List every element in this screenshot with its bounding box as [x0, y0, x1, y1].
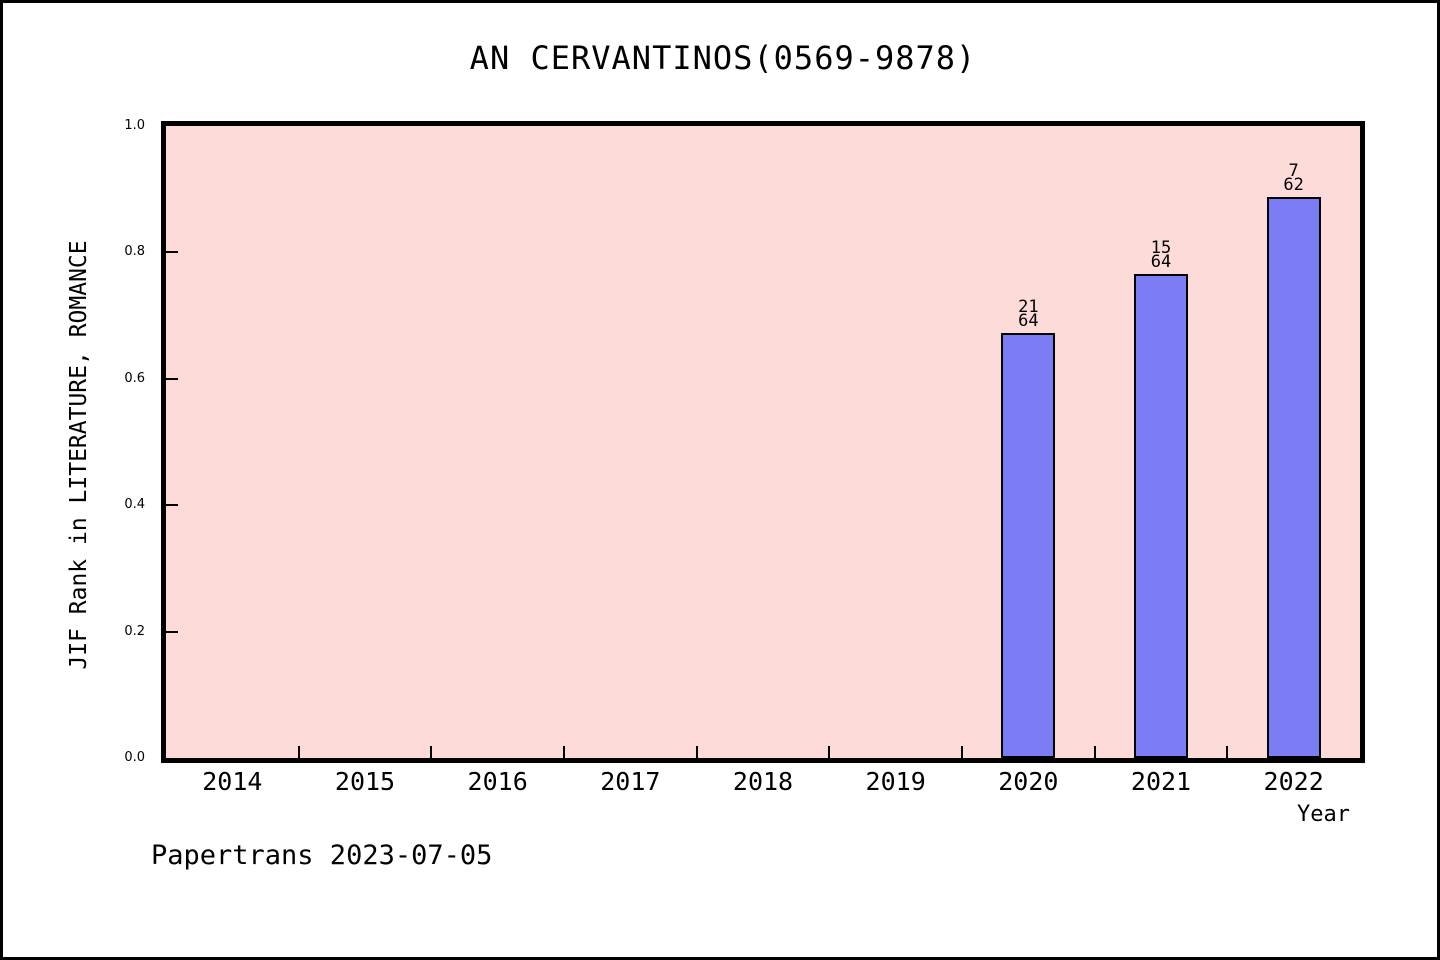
x-tick-label-2022: 2022 [1263, 767, 1324, 796]
y-tick-label: 0.4 [124, 497, 145, 513]
y-tick-mark [166, 251, 178, 254]
x-tick-mark [828, 746, 831, 758]
x-tick-label-2014: 2014 [202, 767, 263, 796]
y-tick-mark [166, 630, 178, 633]
y-axis-label: JIF Rank in LITERATURE, ROMANCE [66, 240, 92, 670]
bar-2021 [1134, 274, 1188, 758]
x-tick-label-2015: 2015 [334, 767, 396, 796]
y-tick-label: 0.2 [124, 623, 145, 639]
x-axis-label: Year [1297, 802, 1350, 827]
y-tick-label: 0.0 [124, 750, 145, 765]
x-tick-mark [1093, 746, 1096, 758]
bar-label-denominator: 64 [1018, 311, 1039, 331]
y-tick-label: 0.6 [124, 370, 145, 386]
footer-watermark: Papertrans 2023-07-05 [151, 840, 493, 871]
x-tick-mark [563, 746, 565, 758]
bar-label-denominator: 62 [1283, 175, 1304, 195]
y-tick-label: 1.0 [124, 118, 145, 133]
bar-label-numerator: 15 [1150, 238, 1172, 258]
x-tick-label-2021: 2021 [1130, 767, 1192, 796]
x-tick-mark [430, 746, 433, 758]
bar-label-denominator: 64 [1150, 252, 1172, 272]
bar-value-label-2021: 15 64 [1111, 238, 1211, 272]
bar-label-numerator: 21 [1018, 297, 1039, 317]
x-tick-mark [961, 746, 963, 758]
x-tick-mark [297, 746, 300, 758]
bar-label-numerator: 7 [1288, 161, 1299, 181]
x-tick-label-2019: 2019 [865, 767, 926, 796]
y-tick-mark [166, 377, 178, 380]
x-tick-label-2018: 2018 [732, 767, 794, 796]
x-tick-label-2017: 2017 [600, 767, 661, 796]
bar-value-label-2020: 21 64 [978, 297, 1078, 331]
bar-2020 [1001, 333, 1056, 758]
x-tick-mark [1226, 746, 1229, 758]
bar-2022 [1266, 197, 1321, 758]
chart-title: AN CERVANTINOS(0569-9878) [469, 39, 977, 77]
x-tick-mark [695, 746, 698, 758]
x-tick-label-2020: 2020 [998, 767, 1059, 796]
y-tick-label: 0.8 [124, 244, 145, 260]
x-tick-label-2016: 2016 [467, 767, 528, 796]
plot-area: 21 64 15 64 7 62 [161, 121, 1365, 763]
y-tick-mark [166, 504, 178, 507]
bar-value-label-2022: 7 62 [1244, 161, 1344, 195]
